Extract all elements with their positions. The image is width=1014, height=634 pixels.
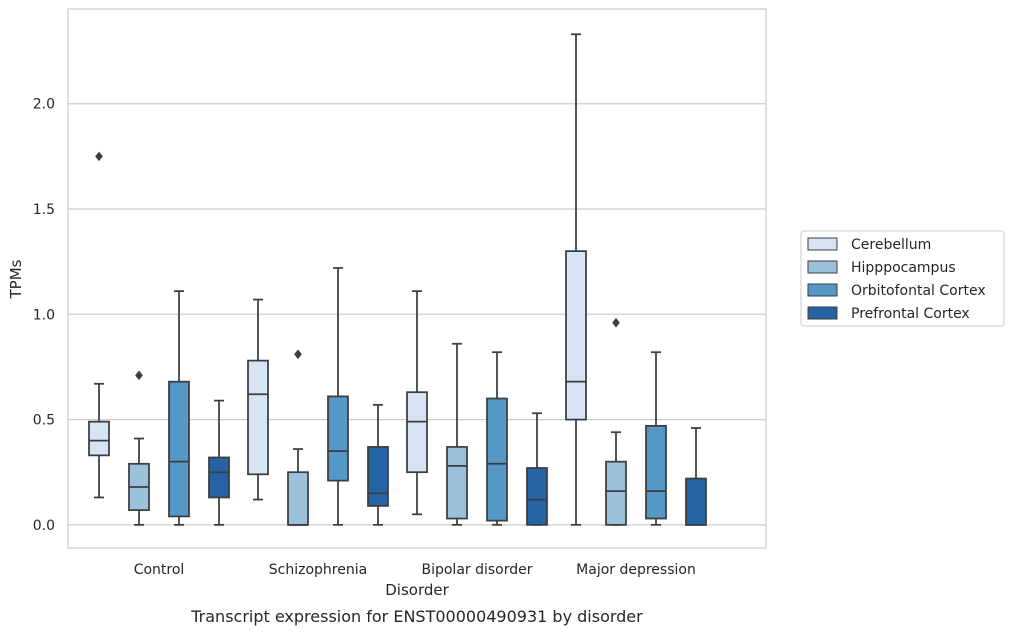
y-tick-label: 0.0 — [33, 518, 55, 534]
outlier-point — [294, 349, 302, 360]
box-body — [685, 477, 707, 526]
box-body — [645, 425, 667, 520]
box-1-0 — [128, 370, 150, 526]
x-tick-labels: Control Schizophrenia Bipolar disorder Majo… — [134, 562, 696, 578]
y-axis-label: TPMs — [7, 259, 25, 299]
box-body — [367, 446, 389, 507]
figure-caption: Transcript expression for ENST0000049093… — [190, 607, 643, 626]
box-1-3 — [605, 317, 627, 526]
legend-label: Hipppocampus — [851, 260, 956, 276]
legend-item: Hipppocampus — [807, 260, 956, 276]
outlier-point — [135, 370, 143, 381]
box-body — [287, 471, 309, 526]
y-tick-label: 2.0 — [33, 97, 55, 113]
y-tick-label: 1.0 — [33, 307, 55, 323]
box-body — [446, 446, 468, 520]
box-2-2 — [486, 351, 508, 526]
legend-items: Cerebellum Hipppocampus Orbitofontal Corte… — [807, 237, 986, 322]
box-3-3 — [685, 427, 707, 526]
box-groups — [88, 33, 707, 526]
box-body — [486, 397, 508, 522]
outlier-point — [95, 151, 103, 162]
legend-item: Cerebellum — [807, 237, 931, 253]
box-0-2 — [406, 290, 428, 516]
box-2-1 — [327, 267, 349, 526]
box-0-0 — [88, 151, 110, 499]
box-body — [565, 250, 587, 421]
box-body — [247, 359, 269, 476]
legend-frame — [800, 230, 1005, 327]
legend-label: Cerebellum — [851, 237, 931, 253]
box-2-3 — [645, 351, 667, 526]
box-1-2 — [446, 342, 468, 526]
box-body — [526, 467, 548, 526]
legend-label: Prefrontal Cortex — [851, 306, 970, 322]
x-tick-label: Major depression — [576, 562, 696, 578]
x-axis-label: Disorder — [385, 581, 449, 599]
legend-label: Orbitofontal Cortex — [851, 283, 986, 299]
box-3-2 — [526, 412, 548, 526]
box-0-3 — [565, 33, 587, 526]
box-body — [208, 456, 230, 499]
box-body — [88, 420, 110, 457]
outlier-point — [612, 317, 620, 328]
box-body — [327, 395, 349, 482]
legend-item: Prefrontal Cortex — [807, 306, 970, 322]
box-3-1 — [367, 403, 389, 526]
box-2-0 — [168, 290, 190, 526]
box-body — [168, 380, 190, 518]
box-3-0 — [208, 399, 230, 526]
box-body — [406, 391, 428, 474]
y-tick-labels: 0.0 0.5 1.0 1.5 2.0 — [33, 97, 55, 534]
legend-swatch — [807, 283, 838, 297]
plot-frame — [67, 8, 767, 549]
box-body — [605, 460, 627, 526]
legend-item: Orbitofontal Cortex — [807, 283, 986, 299]
legend-swatch — [807, 306, 838, 320]
legend-swatch — [807, 260, 838, 274]
x-tick-label: Schizophrenia — [269, 562, 367, 578]
y-tick-label: 1.5 — [33, 202, 55, 218]
y-tick-label: 0.5 — [33, 413, 55, 429]
legend: Cerebellum Hipppocampus Orbitofontal Corte… — [800, 230, 1005, 327]
box-0-1 — [247, 298, 269, 501]
x-tick-label: Control — [134, 562, 185, 578]
box-1-1 — [287, 349, 309, 526]
x-tick-label: Bipolar disorder — [421, 562, 532, 578]
legend-swatch — [807, 237, 838, 251]
